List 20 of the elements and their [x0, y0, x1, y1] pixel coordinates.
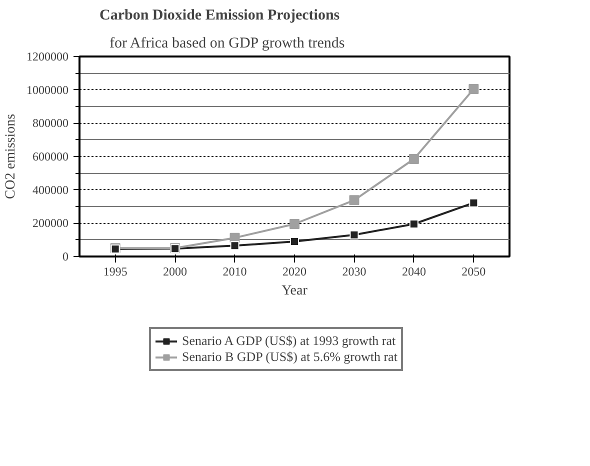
- x-tick-label: 2020: [282, 264, 306, 278]
- legend-label: Senario A GDP (US$) at 1993 growth rat: [182, 333, 396, 349]
- x-tick-label: 2000: [163, 264, 188, 278]
- x-tick-label: 2010: [222, 264, 247, 278]
- chart-title: Carbon Dioxide Emission Projections: [100, 8, 340, 24]
- y-tick-label: 200000: [32, 216, 68, 230]
- y-tick-label: 1200000: [26, 50, 68, 64]
- x-axis-title: Year: [282, 284, 308, 298]
- legend-label: Senario B GDP (US$) at 5.6% growth rat: [182, 349, 398, 365]
- x-tick-label: 2050: [462, 264, 486, 278]
- y-axis-title: CO2 emissions: [4, 114, 18, 200]
- x-tick-label: 1995: [103, 264, 128, 278]
- y-tick-label: 0: [62, 250, 68, 264]
- y-tick-label: 400000: [32, 182, 68, 197]
- x-tick-label: 2030: [342, 264, 366, 278]
- chart-subtitle: for Africa based on GDP growth trends: [110, 36, 345, 52]
- y-tick-label: 1000000: [26, 82, 68, 97]
- y-tick-label: 600000: [32, 150, 68, 164]
- y-tick-label: 800000: [32, 116, 68, 130]
- x-tick-label: 2040: [402, 264, 426, 278]
